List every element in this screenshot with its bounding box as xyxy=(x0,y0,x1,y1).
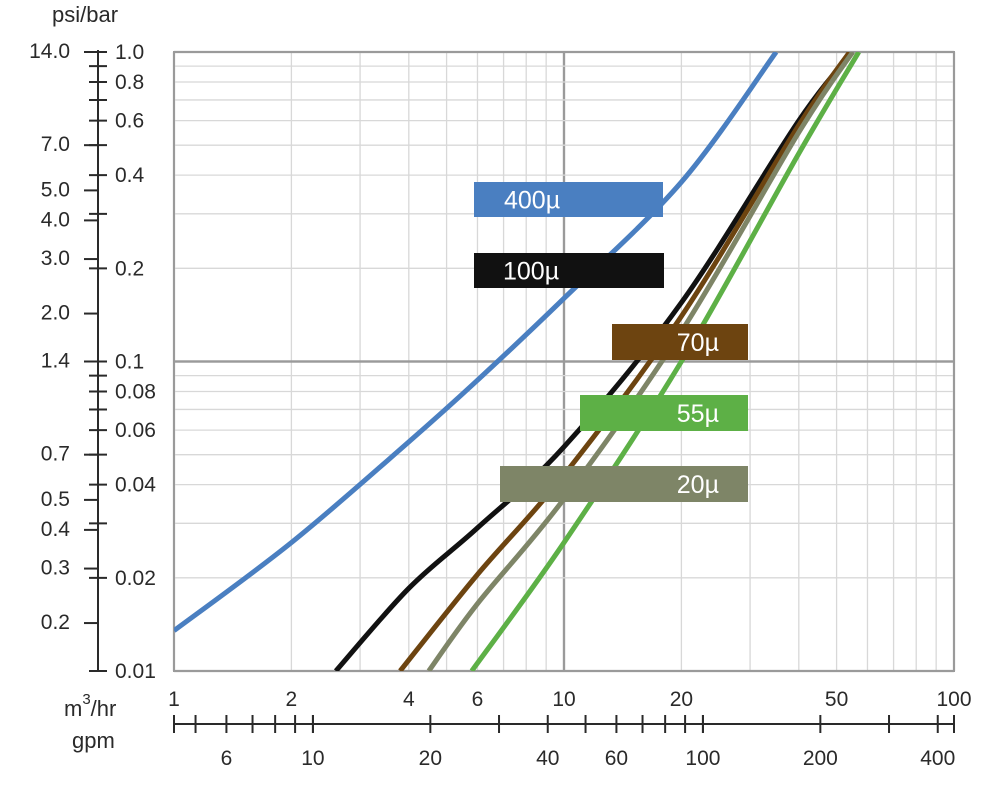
series-tag xyxy=(474,182,663,217)
y-tick-label-bar: 1.0 xyxy=(115,41,144,64)
y-tick-label-psi: 0.5 xyxy=(41,488,70,511)
plot-frame xyxy=(173,51,955,672)
series-tag-label: 20µ xyxy=(677,471,719,499)
series-tag xyxy=(580,395,748,431)
series-tag-label: 100µ xyxy=(503,258,559,286)
y-tick-label-bar: 0.8 xyxy=(115,71,144,94)
plot-border xyxy=(173,51,955,672)
series-tag-label: 55µ xyxy=(677,400,719,428)
legend-tags: 400µ 100µ 70µ 55µ 20µ xyxy=(474,182,748,502)
y-tick-label-bar: 0.01 xyxy=(115,660,156,683)
x-tick-label-gpm: 40 xyxy=(536,747,559,770)
chart-axes: 1.00.80.60.40.20.10.080.060.040.020.0114… xyxy=(29,40,971,770)
x-tick-label-gpm: 60 xyxy=(605,747,628,770)
y-tick-label-psi: 0.2 xyxy=(41,611,70,634)
y-tick-label-psi: 14.0 xyxy=(29,40,70,63)
x-tick-label-m3hr: 50 xyxy=(825,688,848,711)
y-tick-label-psi: 0.4 xyxy=(41,518,71,541)
x-tick-label-gpm: 400 xyxy=(920,747,955,770)
y-tick-label-bar: 0.04 xyxy=(115,474,156,497)
series-line xyxy=(174,52,779,633)
x-tick-label-m3hr: 4 xyxy=(403,688,415,711)
y-tick-label-bar: 0.2 xyxy=(115,257,144,280)
x-tick-label-m3hr: 100 xyxy=(936,688,971,711)
x-tick-label-m3hr: 6 xyxy=(472,688,484,711)
x-tick-label-gpm: 200 xyxy=(803,747,838,770)
y-tick-label-bar: 0.4 xyxy=(115,164,145,187)
series-line xyxy=(469,52,861,671)
series-tag xyxy=(500,466,748,502)
y-tick-label-bar: 0.02 xyxy=(115,567,156,590)
x-tick-label-m3hr: 20 xyxy=(670,688,693,711)
series-tag-label: 70µ xyxy=(677,329,719,357)
y-tick-label-bar: 0.06 xyxy=(115,419,156,442)
y-tick-label-psi: 0.7 xyxy=(41,443,70,466)
y-tick-label-psi: 0.3 xyxy=(41,557,70,580)
series-tag xyxy=(474,253,664,288)
y-tick-label-psi: 3.0 xyxy=(41,247,70,270)
y-tick-label-bar: 0.1 xyxy=(115,351,144,374)
y-tick-label-bar: 0.6 xyxy=(115,110,144,133)
x-tick-label-m3hr: 2 xyxy=(286,688,298,711)
series-tag xyxy=(612,324,748,360)
y-tick-label-psi: 2.0 xyxy=(41,302,70,325)
y-tick-label-bar: 0.08 xyxy=(115,380,156,403)
x-unit-label-primary: m3/hr xyxy=(64,691,116,721)
series-tag-label: 400µ xyxy=(504,187,560,215)
x-tick-label-gpm: 100 xyxy=(685,747,720,770)
x-unit-label-secondary: gpm xyxy=(72,728,115,753)
x-tick-label-gpm: 10 xyxy=(301,747,324,770)
y-tick-label-psi: 1.4 xyxy=(41,350,71,373)
x-tick-label-m3hr: 1 xyxy=(168,688,180,711)
x-tick-label-gpm: 20 xyxy=(419,747,442,770)
y-unit-label: psi/bar xyxy=(52,2,118,27)
y-tick-label-psi: 4.0 xyxy=(41,208,70,231)
y-tick-label-psi: 7.0 xyxy=(41,133,70,156)
chart-grid xyxy=(172,50,956,673)
y-tick-label-psi: 5.0 xyxy=(41,178,70,201)
x-tick-label-m3hr: 10 xyxy=(552,688,575,711)
x-tick-label-gpm: 6 xyxy=(221,747,233,770)
